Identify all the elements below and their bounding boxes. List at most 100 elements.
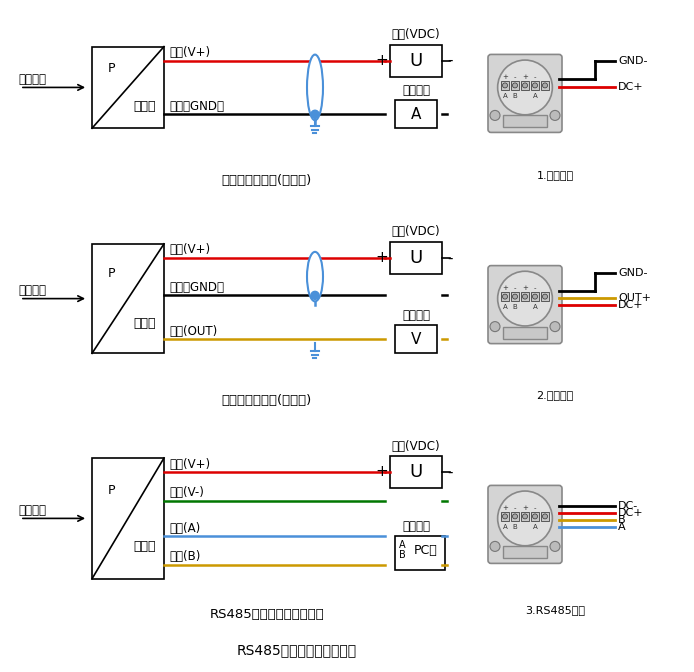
Bar <box>395 536 445 571</box>
Text: DC-: DC- <box>618 501 638 511</box>
Circle shape <box>550 322 560 331</box>
Text: U: U <box>409 52 423 70</box>
Circle shape <box>523 294 527 299</box>
Circle shape <box>543 83 548 88</box>
Ellipse shape <box>307 252 323 301</box>
Bar <box>503 116 547 128</box>
Bar <box>511 292 519 301</box>
Text: +: + <box>502 505 508 511</box>
Text: OUT+: OUT+ <box>618 292 651 302</box>
Bar <box>390 242 442 274</box>
Circle shape <box>550 110 560 120</box>
Circle shape <box>523 514 527 519</box>
Text: RS485数字信号输出接线图: RS485数字信号输出接线图 <box>237 643 357 657</box>
Text: A: A <box>502 304 507 310</box>
Circle shape <box>490 110 500 120</box>
Bar <box>531 512 539 521</box>
Text: RS485数字信号输出接线图: RS485数字信号输出接线图 <box>210 609 324 622</box>
Bar <box>541 81 549 90</box>
Text: -: - <box>534 74 536 80</box>
Text: 2.电压输出: 2.电压输出 <box>536 390 574 400</box>
Text: 变送器: 变送器 <box>133 540 156 552</box>
Circle shape <box>311 110 319 118</box>
Text: A: A <box>411 107 421 122</box>
Text: DC+: DC+ <box>618 300 643 310</box>
Circle shape <box>550 542 560 552</box>
Text: -: - <box>534 505 536 511</box>
Text: +: + <box>502 74 508 80</box>
Circle shape <box>498 491 552 546</box>
Text: 液位输入: 液位输入 <box>18 73 46 86</box>
Text: 黄线(OUT): 黄线(OUT) <box>169 325 217 338</box>
Circle shape <box>502 514 507 519</box>
Text: 液位输入: 液位输入 <box>18 284 46 297</box>
Text: 3.RS485输出: 3.RS485输出 <box>525 605 585 615</box>
Circle shape <box>532 83 537 88</box>
Text: 采集设备: 采集设备 <box>402 520 430 533</box>
Circle shape <box>532 514 537 519</box>
Text: 红线(V+): 红线(V+) <box>169 46 210 59</box>
Text: -: - <box>534 285 536 291</box>
Circle shape <box>532 294 537 299</box>
Text: 液位输入: 液位输入 <box>18 504 46 517</box>
Text: 绿线(V-): 绿线(V-) <box>169 487 204 499</box>
Text: A: A <box>502 93 507 99</box>
Bar <box>503 327 547 339</box>
Bar <box>541 512 549 521</box>
Text: 变送器: 变送器 <box>133 317 156 331</box>
FancyBboxPatch shape <box>488 54 562 132</box>
Text: GND-: GND- <box>618 56 648 67</box>
Text: 变送器: 变送器 <box>133 99 156 113</box>
Text: GND-: GND- <box>618 267 648 278</box>
Circle shape <box>490 542 500 552</box>
Text: A: A <box>532 93 537 99</box>
Text: 红线(V+): 红线(V+) <box>169 458 210 470</box>
Text: P: P <box>108 484 115 497</box>
Text: 电源(VDC): 电源(VDC) <box>391 28 440 41</box>
Bar <box>521 81 529 90</box>
Text: +: + <box>375 464 389 480</box>
Bar <box>92 244 164 353</box>
Text: +: + <box>375 53 389 68</box>
Bar <box>92 46 164 128</box>
Circle shape <box>512 514 518 519</box>
Bar <box>501 512 509 521</box>
Bar <box>501 292 509 301</box>
Text: U: U <box>409 463 423 481</box>
FancyBboxPatch shape <box>488 265 562 343</box>
FancyBboxPatch shape <box>488 485 562 563</box>
Circle shape <box>543 294 548 299</box>
Bar <box>395 100 437 128</box>
Text: -: - <box>447 53 452 68</box>
Text: 采集设备: 采集设备 <box>402 84 430 97</box>
Text: A: A <box>532 304 537 310</box>
Text: +: + <box>375 251 389 265</box>
Text: -: - <box>514 505 516 511</box>
Text: A: A <box>502 524 507 530</box>
Bar <box>501 81 509 90</box>
Text: P: P <box>108 267 115 280</box>
Text: B: B <box>513 304 517 310</box>
Bar <box>541 292 549 301</box>
Bar <box>390 456 442 488</box>
Bar <box>521 292 529 301</box>
Bar <box>521 512 529 521</box>
Text: 黑线（GND）: 黑线（GND） <box>169 99 224 113</box>
Circle shape <box>523 83 527 88</box>
Text: A: A <box>618 522 625 532</box>
Circle shape <box>498 60 552 115</box>
Circle shape <box>498 271 552 326</box>
Circle shape <box>502 294 507 299</box>
Bar <box>511 81 519 90</box>
Text: -: - <box>447 251 452 265</box>
Text: A: A <box>399 540 405 550</box>
Text: -: - <box>514 74 516 80</box>
Text: 采集设备: 采集设备 <box>402 309 430 322</box>
Text: 电源(VDC): 电源(VDC) <box>391 439 440 452</box>
Text: A: A <box>532 524 537 530</box>
Circle shape <box>311 292 319 299</box>
Text: 1.电流输出: 1.电流输出 <box>536 170 573 180</box>
Ellipse shape <box>307 54 323 120</box>
Text: +: + <box>522 505 528 511</box>
Text: DC+: DC+ <box>618 509 643 518</box>
